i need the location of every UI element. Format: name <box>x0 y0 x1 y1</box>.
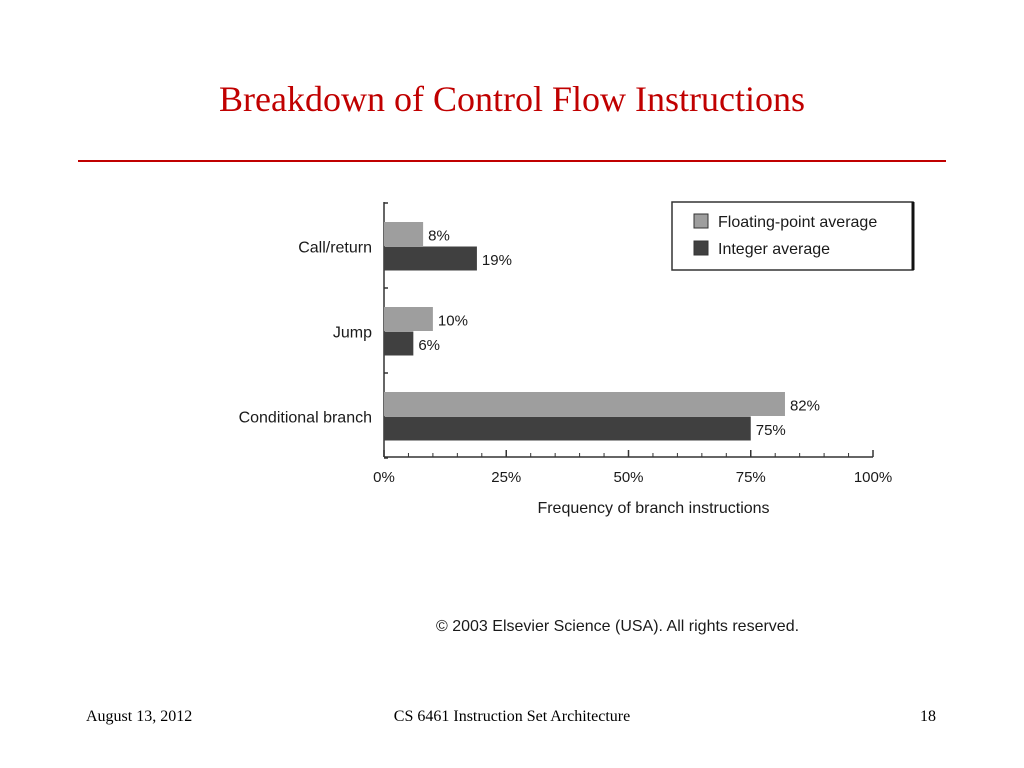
footer-course-title: CS 6461 Instruction Set Architecture <box>393 708 631 725</box>
chart-axes: 0% 25% 50% 75% 100% Frequency of branch instr… <box>373 202 892 517</box>
bar-integer <box>384 331 414 356</box>
data-label: 8% <box>428 227 450 244</box>
category-label: Conditional branch <box>239 410 372 427</box>
data-label: 10% <box>438 312 468 329</box>
category-label: Call/return <box>298 240 372 257</box>
footer-date: August 13, 2012 <box>86 708 193 725</box>
chart-legend: Floating-point average Integer average <box>671 201 915 271</box>
legend-swatch <box>693 240 709 256</box>
x-tick-label: 25% <box>491 469 521 486</box>
x-tick-label: 50% <box>613 469 643 486</box>
data-label: 82% <box>790 397 820 414</box>
data-label: 6% <box>418 337 440 354</box>
legend-box <box>671 201 914 271</box>
x-tick-label: 0% <box>373 469 395 486</box>
title-divider <box>78 160 946 162</box>
x-axis-title: Frequency of branch instructions <box>537 500 769 517</box>
legend-label: Integer average <box>718 241 830 258</box>
copyright-notice: © 2003 Elsevier Science (USA). All right… <box>436 618 800 635</box>
data-label: 19% <box>482 252 512 269</box>
data-label: 75% <box>756 422 786 439</box>
x-tick-label: 75% <box>736 469 766 486</box>
x-tick-label: 100% <box>854 469 892 486</box>
bar-integer <box>384 416 751 441</box>
chart-labels: Call/return 8% 19% Jump 10% 6% Conditional bra… <box>239 227 820 439</box>
bar-floating-point <box>384 222 424 246</box>
chart-bars <box>384 222 785 441</box>
bar-integer <box>384 246 477 271</box>
footer-page-number: 18 <box>920 708 936 725</box>
legend-swatch <box>693 213 709 229</box>
slide-title: Breakdown of Control Flow Instructions <box>219 79 805 119</box>
legend-label: Floating-point average <box>718 214 877 231</box>
bar-floating-point <box>384 307 433 331</box>
category-label: Jump <box>333 325 372 342</box>
bar-floating-point <box>384 392 785 416</box>
